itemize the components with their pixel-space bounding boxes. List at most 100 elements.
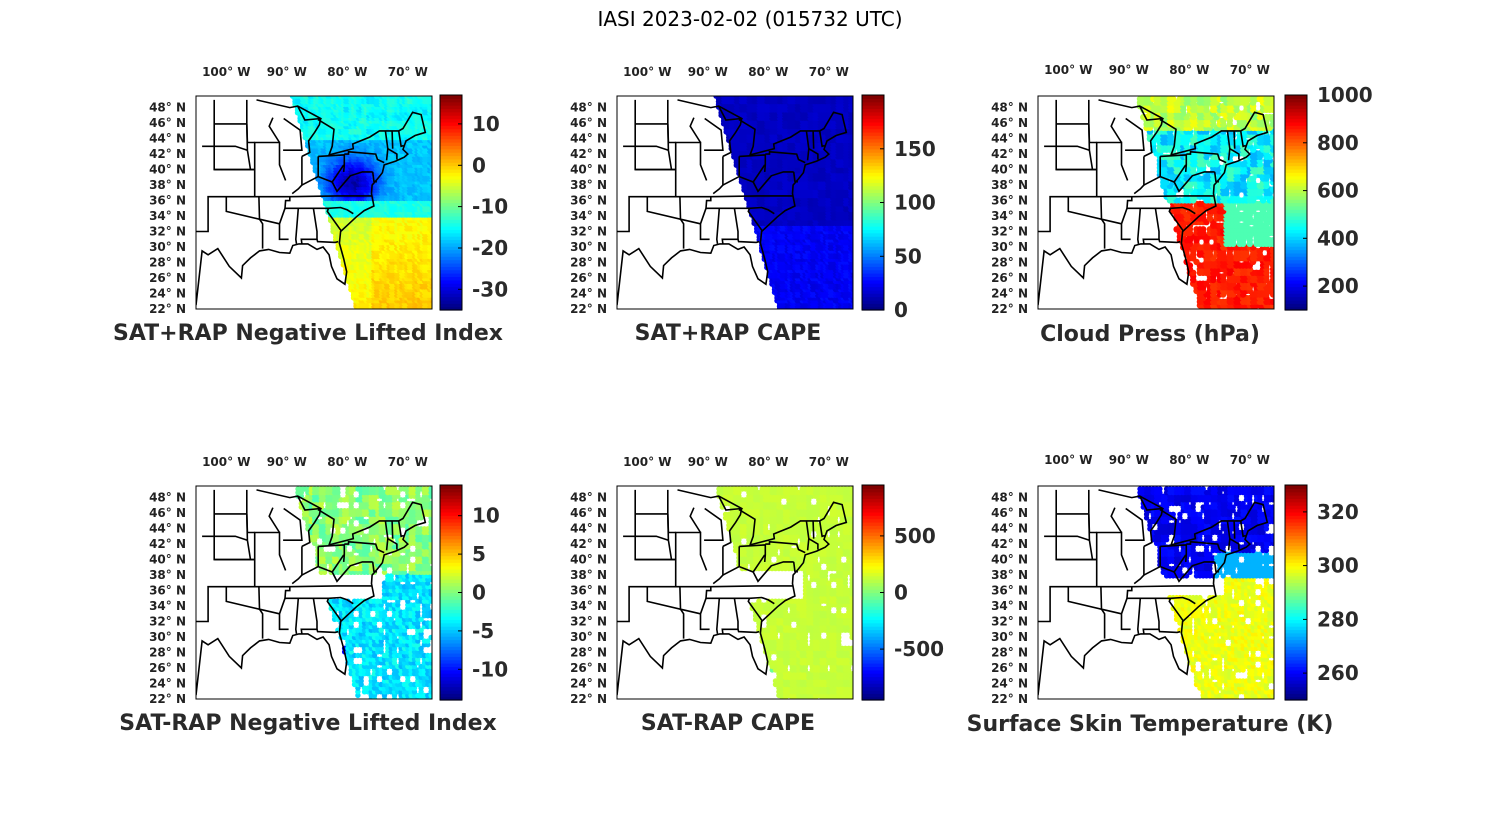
observation-point [856, 301, 861, 306]
observation-point [435, 176, 440, 181]
observation-point [856, 306, 861, 311]
observation-point [435, 104, 440, 109]
observation-point [853, 212, 858, 217]
observation-point [856, 290, 861, 295]
observation-point [853, 221, 858, 226]
observation-point [432, 273, 437, 278]
observation-point [856, 293, 861, 298]
observation-point [856, 221, 861, 226]
observation-point [435, 221, 440, 226]
observation-point [856, 270, 861, 275]
observation-point [432, 185, 437, 190]
observation-point [435, 237, 440, 242]
observation-point [435, 185, 440, 190]
observation-point [435, 107, 440, 112]
observation-point [432, 124, 437, 129]
observation-point [435, 248, 440, 253]
latitude-tick-label: 48° N [149, 101, 186, 115]
colorbar-tick-label: -20 [472, 236, 508, 260]
observation-point [853, 259, 858, 264]
map-panel-2: 100° W 90° W 80° W 70° W48° N46° N44° N42° … [570, 65, 936, 346]
observation-point [435, 246, 440, 251]
observation-point [435, 157, 440, 162]
observation-point [435, 281, 440, 286]
observation-point [856, 298, 861, 303]
observation-point [853, 229, 858, 234]
observation-point [432, 259, 437, 264]
latitude-tick-label: 38° N [149, 178, 186, 192]
observation-point [432, 171, 437, 176]
observation-point [435, 149, 440, 154]
latitude-tick-label: 24° N [149, 287, 186, 301]
observation-point [435, 174, 440, 179]
latitude-tick-label: 30° N [149, 240, 186, 254]
observation-point [432, 234, 437, 239]
observation-point [432, 287, 437, 292]
observation-point [435, 287, 440, 292]
observation-point [853, 243, 858, 248]
observation-point [853, 268, 858, 273]
observation-point [432, 190, 437, 195]
observation-point [432, 157, 437, 162]
observation-point [432, 199, 437, 204]
observation-point [856, 273, 861, 278]
observation-point [432, 248, 437, 253]
observation-point [856, 287, 861, 292]
observation-point [853, 257, 858, 262]
observation-point [435, 207, 440, 212]
observation-point [856, 232, 861, 237]
observation-point [435, 295, 440, 300]
observation-point [856, 276, 861, 281]
observation-point [432, 99, 437, 104]
observation-point [856, 281, 861, 286]
observation-point [432, 107, 437, 112]
observation-point [432, 293, 437, 298]
observation-point [853, 251, 858, 256]
observation-point [432, 138, 437, 143]
observation-point [435, 179, 440, 184]
observation-point [432, 165, 437, 170]
observation-point [432, 104, 437, 109]
observation-point [432, 168, 437, 173]
longitude-tick-label: 100° W [202, 65, 250, 79]
observation-point [853, 287, 858, 292]
observation-point [853, 248, 858, 253]
observation-point [435, 116, 440, 121]
map-panel-1: 100° W 90° W 80° W 70° W48° N46° N44° N42° … [113, 65, 508, 346]
observation-point [432, 215, 437, 220]
observation-point [856, 262, 861, 267]
observation-point [853, 293, 858, 298]
observation-point [435, 251, 440, 256]
observation-point [435, 182, 440, 187]
observation-point [432, 243, 437, 248]
observation-point [435, 121, 440, 126]
observation-point [435, 143, 440, 148]
observation-point [853, 234, 858, 239]
observation-point [432, 113, 437, 118]
observation-point [432, 251, 437, 256]
observation-point [432, 118, 437, 123]
observation-point [435, 304, 440, 309]
observation-point [856, 212, 861, 217]
longitude-tick-label: 70° W [388, 65, 428, 79]
observation-point [432, 221, 437, 226]
observation-point [853, 265, 858, 270]
observation-point [853, 273, 858, 278]
latitude-tick-label: 32° N [149, 225, 186, 239]
observation-point [856, 259, 861, 264]
observation-point [856, 218, 861, 223]
observation-point [853, 254, 858, 259]
observation-point [856, 237, 861, 242]
observation-point [435, 212, 440, 217]
observation-point [435, 135, 440, 140]
observation-point [435, 124, 440, 129]
observation-point [432, 174, 437, 179]
observation-point [435, 229, 440, 234]
observation-point [856, 265, 861, 270]
latitude-tick-label: 44° N [149, 132, 186, 146]
observation-point [432, 276, 437, 281]
observation-point [435, 270, 440, 275]
observation-point [432, 129, 437, 134]
observation-point [435, 204, 440, 209]
observation-point [435, 301, 440, 306]
